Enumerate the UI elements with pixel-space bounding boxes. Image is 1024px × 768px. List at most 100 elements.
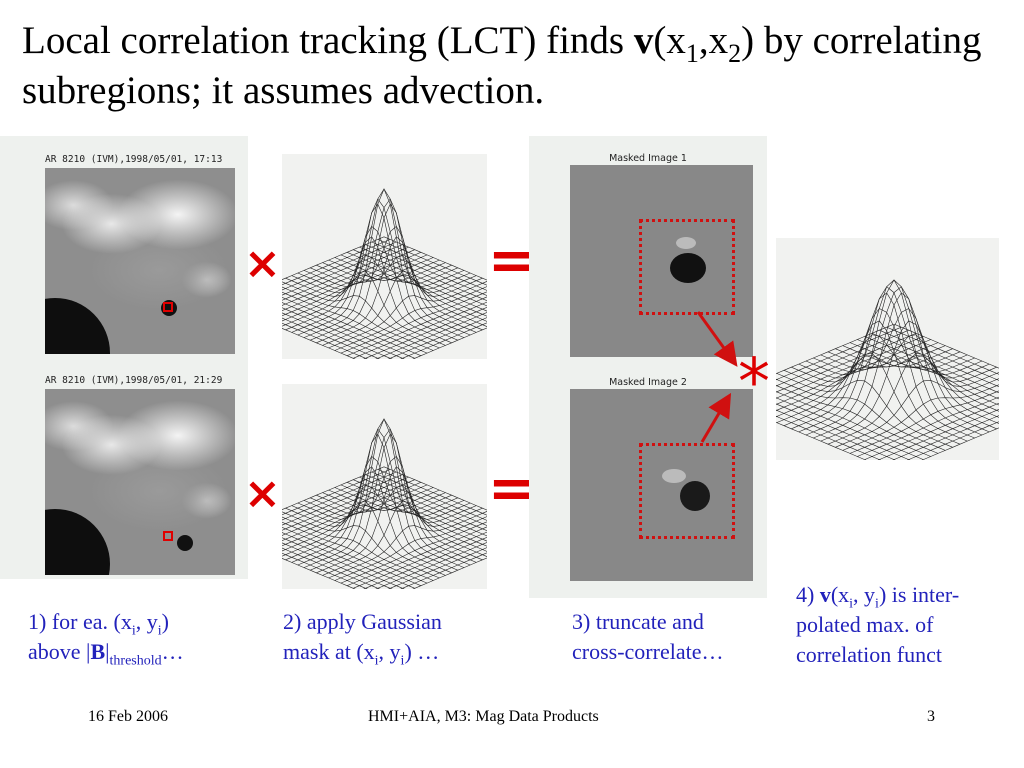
magnetic-spot — [161, 300, 177, 316]
surface-grid-line — [266, 254, 428, 323]
surface-grid-line — [303, 418, 465, 568]
surface-grid-line — [223, 303, 385, 372]
masked-image-label-1: Masked Image 1 — [609, 153, 687, 164]
convolution-operator: * — [738, 346, 770, 420]
arrow-from-window-2 — [700, 392, 732, 443]
magnetogram-image-2 — [45, 389, 235, 575]
caption-step-2: 2) apply Gaussian mask at (xi, yi) … — [283, 609, 442, 669]
surface-grid-line — [328, 510, 489, 579]
magnetogram-panel-2: AR 8210 (IVM),1998/05/01, 21:29 — [0, 361, 248, 579]
surface-grid-line — [316, 466, 477, 574]
surface-grid-line — [260, 482, 422, 550]
title-text-2: (x — [653, 19, 686, 62]
surface-grid-line — [761, 342, 939, 417]
correlation-surface-panel — [717, 238, 1024, 473]
footer-page-number: 3 — [927, 708, 935, 725]
masked-feature — [670, 253, 706, 283]
gaussian-mask-panel-1 — [223, 154, 545, 372]
footer-date: 16 Feb 2006 — [88, 708, 168, 725]
surface-grid-line — [316, 236, 477, 344]
surface-grid-line — [303, 188, 465, 338]
surface-grid-line — [340, 285, 502, 354]
surface-grid-line — [371, 298, 532, 367]
gaussian-surface-plot-1 — [223, 188, 545, 372]
selected-pixel-marker — [163, 302, 173, 312]
gaussian-surface-plot-2 — [223, 418, 545, 602]
surface-grid-line — [776, 373, 953, 448]
surface-grid-line — [322, 485, 483, 561]
surface-grid-line — [849, 380, 1024, 454]
title-sub-1: 1 — [685, 38, 699, 68]
surface-grid-line — [346, 288, 508, 356]
surface-grid-line — [353, 520, 514, 589]
surface-grid-line — [236, 528, 397, 597]
surface-grid-line — [820, 320, 997, 442]
surface-grid-line — [322, 500, 483, 576]
surface-grid-line — [371, 528, 532, 597]
title-text-4: ) by correlating subregions; it assumes … — [22, 19, 982, 112]
surface-grid-line — [359, 476, 520, 545]
surface-grid-line — [254, 249, 415, 318]
sunspot-dark-region — [45, 298, 110, 354]
equals-operator-2: = — [488, 456, 535, 521]
surface-grid-line — [791, 308, 968, 430]
magnetogram-panel-1: AR 8210 (IVM),1998/05/01, 17:13 — [0, 136, 248, 361]
equals-operator-1: = — [488, 228, 535, 293]
surface-grid-line — [279, 259, 440, 328]
surface-grid-line — [353, 290, 514, 359]
sunspot-dark-region — [45, 509, 110, 575]
surface-grid-line — [805, 279, 983, 436]
surface-grid-line — [359, 246, 520, 315]
surface-grid-line — [798, 286, 975, 433]
selected-pixel-marker — [163, 531, 173, 541]
surface-grid-line — [864, 392, 1024, 460]
masked-image-2 — [570, 389, 753, 581]
surface-grid-line — [732, 329, 909, 405]
masked-feature — [680, 481, 710, 511]
surface-grid-line — [754, 339, 931, 414]
surface-grid-line — [223, 533, 385, 602]
surface-grid-line — [322, 255, 483, 331]
caption-step-3: 3) truncate and cross-correlate… — [572, 609, 724, 664]
magnetogram-label-1: AR 8210 (IVM),1998/05/01, 17:13 — [45, 154, 223, 165]
surface-grid-line — [776, 348, 953, 423]
slide-title: Local correlation tracking (LCT) finds v… — [22, 16, 1012, 116]
caption-step-4: 4) v(xi, yi) is inter- polated max. of c… — [796, 582, 960, 667]
surface-grid-line — [248, 246, 409, 315]
surface-grid-line — [260, 288, 422, 356]
correlation-window-1 — [639, 219, 735, 315]
surface-grid-line — [805, 279, 983, 436]
surface-grid-line — [260, 518, 422, 586]
title-text-1: Local correlation tracking (LCT) finds — [22, 19, 634, 62]
surface-grid-line — [254, 479, 415, 548]
surface-grid-line — [340, 515, 502, 584]
masked-image-label-2: Masked Image 2 — [609, 377, 687, 388]
surface-grid-line — [291, 455, 452, 563]
footer-center-text: HMI+AIA, M3: Mag Data Products — [368, 708, 599, 725]
title-v-bold: v — [633, 19, 654, 62]
surface-grid-line — [236, 298, 397, 367]
masked-image-1 — [570, 165, 753, 357]
magnetogram-image-1 — [45, 168, 235, 354]
surface-grid-line — [303, 188, 465, 338]
surface-grid-line — [285, 255, 446, 331]
surface-grid-line — [835, 373, 1012, 448]
surface-grid-line — [322, 270, 483, 346]
surface-grid-line — [297, 428, 458, 566]
surface-grid-line — [827, 352, 1005, 445]
surface-grid-line — [285, 485, 446, 561]
surface-grid-line — [769, 345, 946, 420]
correlation-arrows — [696, 311, 738, 443]
masked-images-panel: Masked Image 1 Masked Image 2 — [529, 136, 767, 598]
surface-grid-line — [297, 198, 458, 336]
surface-grid-line — [747, 336, 924, 411]
magnetic-spot — [177, 535, 193, 551]
surface-grid-line — [334, 513, 495, 581]
title-sub-2: 2 — [728, 38, 742, 68]
surface-grid-line — [842, 376, 1019, 451]
surface-grid-line — [813, 292, 990, 439]
surface-grid-line — [260, 252, 422, 320]
surface-grid-line — [310, 203, 471, 341]
gaussian-mask-panel-2 — [223, 384, 545, 602]
